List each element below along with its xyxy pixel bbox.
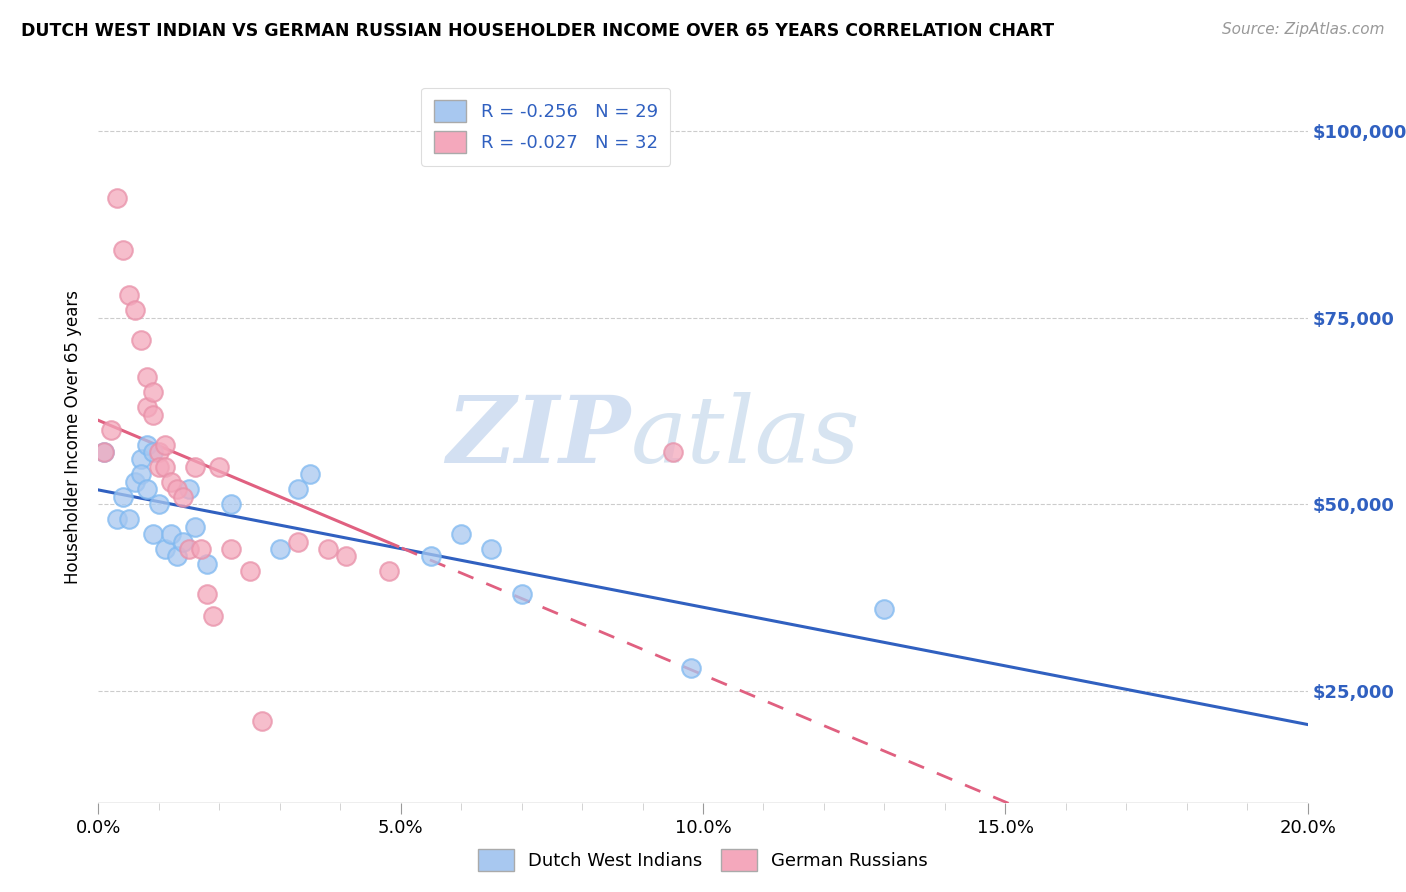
Point: [510, 587, 533, 601]
Point: [124, 303, 146, 318]
Point: [287, 534, 309, 549]
Point: [142, 385, 165, 400]
Point: [153, 437, 176, 451]
Point: [208, 459, 231, 474]
Text: DUTCH WEST INDIAN VS GERMAN RUSSIAN HOUSEHOLDER INCOME OVER 65 YEARS CORRELATION: DUTCH WEST INDIAN VS GERMAN RUSSIAN HOUS…: [21, 22, 1054, 40]
Point: [287, 483, 309, 497]
Point: [377, 565, 399, 579]
Point: [135, 437, 157, 451]
Point: [111, 490, 134, 504]
Point: [105, 191, 128, 205]
Point: [184, 519, 207, 533]
Point: [299, 467, 322, 482]
Point: [142, 445, 165, 459]
Point: [316, 542, 339, 557]
Point: [100, 423, 122, 437]
Point: [179, 483, 201, 497]
Point: [118, 512, 141, 526]
Point: [105, 512, 128, 526]
Y-axis label: Householder Income Over 65 years: Householder Income Over 65 years: [65, 290, 83, 584]
Point: [481, 542, 503, 557]
Point: [250, 714, 273, 728]
Point: [239, 565, 262, 579]
Text: ZIP: ZIP: [446, 392, 630, 482]
Point: [172, 534, 194, 549]
Point: [873, 601, 896, 615]
Point: [195, 557, 218, 571]
Point: [148, 459, 170, 474]
Point: [135, 401, 157, 415]
Point: [135, 483, 157, 497]
Point: [195, 587, 218, 601]
Point: [420, 549, 443, 564]
Text: Source: ZipAtlas.com: Source: ZipAtlas.com: [1222, 22, 1385, 37]
Point: [269, 542, 291, 557]
Point: [129, 452, 152, 467]
Point: [148, 497, 170, 511]
Point: [450, 527, 472, 541]
Point: [202, 609, 225, 624]
Point: [142, 408, 165, 422]
Point: [148, 445, 170, 459]
Legend: Dutch West Indians, German Russians: Dutch West Indians, German Russians: [471, 842, 935, 879]
Point: [335, 549, 357, 564]
Point: [142, 527, 165, 541]
Point: [661, 445, 683, 459]
Point: [221, 497, 243, 511]
Point: [184, 459, 207, 474]
Point: [129, 467, 152, 482]
Point: [124, 475, 146, 489]
Point: [160, 527, 183, 541]
Point: [93, 445, 115, 459]
Point: [118, 288, 141, 302]
Point: [135, 370, 157, 384]
Text: atlas: atlas: [630, 392, 860, 482]
Point: [221, 542, 243, 557]
Legend: R = -0.256   N = 29, R = -0.027   N = 32: R = -0.256 N = 29, R = -0.027 N = 32: [422, 87, 671, 166]
Point: [93, 445, 115, 459]
Point: [166, 483, 188, 497]
Point: [190, 542, 212, 557]
Point: [129, 333, 152, 347]
Point: [179, 542, 201, 557]
Point: [153, 459, 176, 474]
Point: [160, 475, 183, 489]
Point: [172, 490, 194, 504]
Point: [111, 244, 134, 258]
Point: [679, 661, 702, 675]
Point: [166, 549, 188, 564]
Point: [153, 542, 176, 557]
